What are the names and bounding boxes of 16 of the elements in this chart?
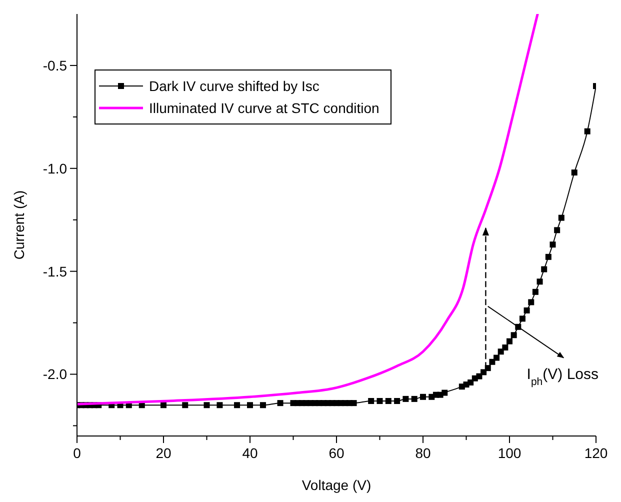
x-tick-label: 100 bbox=[498, 445, 522, 461]
x-tick-label: 80 bbox=[415, 445, 431, 461]
x-tick-label: 20 bbox=[156, 445, 172, 461]
x-tick-label: 60 bbox=[328, 445, 344, 461]
legend-label: Illuminated IV curve at STC condition bbox=[149, 100, 380, 116]
legend-label: Dark IV curve shifted by Isc bbox=[149, 78, 320, 94]
y-tick-label: -0.5 bbox=[42, 57, 68, 74]
y-tick-label: -1.5 bbox=[42, 263, 68, 280]
x-tick-label: 120 bbox=[584, 445, 608, 461]
x-tick-label: 0 bbox=[73, 445, 82, 461]
y-tick-label: -1.0 bbox=[42, 160, 68, 176]
annotation: I$_{ph}$(V) Loss bbox=[526, 366, 599, 388]
y-axis-title: Current (A) bbox=[11, 190, 27, 260]
x-axis-title: Voltage (V) bbox=[302, 477, 372, 493]
y-tick-label: -2.0 bbox=[42, 366, 68, 382]
x-tick-label: 40 bbox=[242, 445, 258, 461]
